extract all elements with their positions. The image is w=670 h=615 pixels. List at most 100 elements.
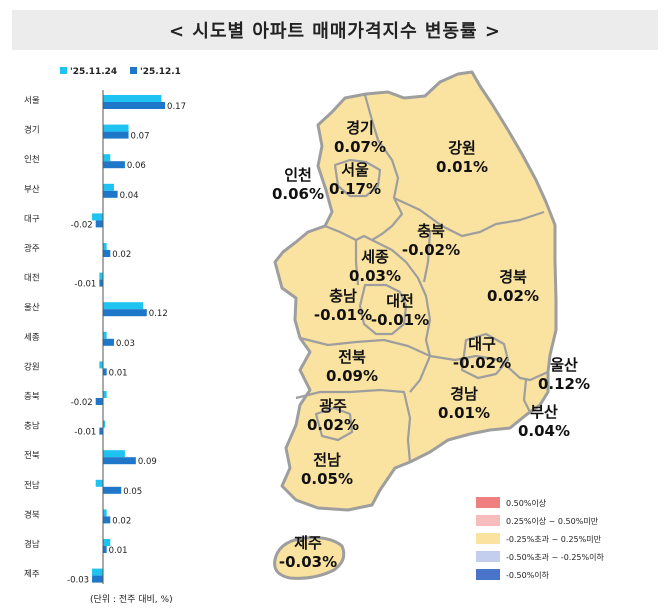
bar-curr bbox=[103, 338, 114, 346]
category-label: 부산 bbox=[24, 184, 40, 195]
bar-prev bbox=[103, 539, 111, 546]
bar-prev bbox=[103, 450, 125, 458]
map-region-name: 대전 bbox=[386, 292, 414, 310]
bar-prev bbox=[103, 154, 111, 162]
category-label: 울산 bbox=[24, 302, 40, 313]
bar-curr bbox=[103, 161, 125, 169]
bar-curr bbox=[92, 575, 103, 583]
bar-prev bbox=[103, 509, 107, 517]
category-label: 대전 bbox=[24, 273, 40, 284]
value-label: 0.02 bbox=[112, 516, 131, 526]
map-region-value: 0.01% bbox=[436, 158, 488, 176]
map-legend-label: -0.50%이하 bbox=[506, 570, 550, 580]
bar-prev bbox=[103, 391, 107, 398]
map-region-value: -0.01% bbox=[371, 311, 429, 329]
value-label: -0.03 bbox=[67, 576, 89, 586]
category-label: 경기 bbox=[24, 125, 40, 136]
category-label: 충북 bbox=[24, 392, 40, 402]
bar-curr bbox=[103, 486, 122, 494]
value-label: 0.05 bbox=[123, 487, 142, 497]
value-label: 0.01 bbox=[109, 368, 128, 378]
category-label: 광주 bbox=[24, 243, 40, 254]
value-label: -0.01 bbox=[74, 428, 96, 438]
legend-swatch-1 bbox=[60, 67, 67, 74]
bar-prev bbox=[103, 331, 107, 339]
value-label: -0.02 bbox=[71, 220, 93, 230]
bar-curr bbox=[103, 190, 118, 198]
bar-curr bbox=[103, 546, 107, 553]
value-label: 0.07 bbox=[131, 132, 150, 142]
map-region-name: 서울 bbox=[341, 161, 369, 179]
map-region-value: -0.01% bbox=[314, 306, 372, 324]
value-label: 0.03 bbox=[116, 339, 135, 349]
bar-prev bbox=[92, 568, 103, 576]
map-legend-label: 0.50%이상 bbox=[506, 498, 547, 508]
map-region-value: 0.07% bbox=[334, 138, 386, 156]
legend-swatch-2 bbox=[130, 67, 137, 74]
value-label: 0.09 bbox=[138, 457, 157, 467]
map-legend: 0.50%이상 0.25%이상 ~ 0.50%미만 -0.25%초과 ~ 0.25%… bbox=[476, 497, 604, 580]
map-region-value: 0.03% bbox=[349, 267, 401, 285]
map-region-name: 인천 bbox=[284, 166, 312, 184]
category-label: 경북 bbox=[24, 509, 40, 520]
bar-curr bbox=[103, 102, 166, 109]
unit-note: (단위 : 전주 대비, %) bbox=[90, 594, 173, 605]
bar-prev bbox=[103, 420, 105, 428]
map-region-name: 전북 bbox=[338, 348, 366, 366]
bar-curr bbox=[95, 220, 103, 228]
bar-prev bbox=[103, 183, 114, 191]
category-label: 전북 bbox=[24, 450, 40, 461]
category-label: 전남 bbox=[24, 480, 40, 491]
bar-prev bbox=[103, 95, 162, 102]
bar-curr bbox=[103, 309, 147, 317]
map-region-value: -0.02% bbox=[453, 354, 511, 372]
map-legend-label: -0.50%초과 ~ -0.25%이하 bbox=[506, 552, 604, 562]
map-region-name: 부산 bbox=[530, 403, 558, 421]
category-label: 세종 bbox=[24, 333, 40, 343]
value-label: 0.01 bbox=[109, 546, 128, 556]
bar-rows: 서울 0.17 경기 0.07 인천 0.06 부산 0.04 대구 -0.02 광주 0.02 대전 -… bbox=[24, 95, 186, 586]
category-label: 서울 bbox=[24, 96, 40, 106]
value-label: -0.02 bbox=[71, 398, 93, 408]
map-legend-swatch bbox=[476, 569, 500, 580]
map-region-value: 0.02% bbox=[307, 416, 359, 434]
page-title: < 시도별 아파트 매매가격지수 변동률 > bbox=[169, 21, 501, 42]
map-region-name: 충북 bbox=[417, 222, 445, 240]
category-label: 강원 bbox=[24, 361, 40, 372]
map-region-name: 광주 bbox=[319, 397, 347, 415]
title-bar: < 시도별 아파트 매매가격지수 변동률 > bbox=[12, 10, 658, 50]
value-label: 0.06 bbox=[127, 161, 146, 171]
map-region-value: 0.09% bbox=[326, 367, 378, 385]
bar-prev bbox=[99, 272, 103, 280]
bar-prev bbox=[103, 302, 144, 310]
value-label: 0.12 bbox=[149, 309, 168, 319]
map-region-value: 0.17% bbox=[329, 180, 381, 198]
map-legend-swatch bbox=[476, 533, 500, 544]
map-region-value: 0.04% bbox=[518, 422, 570, 440]
region-borders bbox=[295, 94, 549, 463]
map-region-name: 경북 bbox=[499, 268, 527, 286]
map-region-name: 울산 bbox=[550, 356, 578, 374]
category-label: 경남 bbox=[24, 539, 40, 550]
jeju-shape bbox=[273, 536, 346, 580]
bar-curr bbox=[103, 368, 107, 376]
bar-curr bbox=[95, 398, 103, 405]
map-region-value: 0.06% bbox=[272, 185, 324, 203]
map-region-name: 강원 bbox=[448, 139, 476, 157]
map-region-value: 0.12% bbox=[538, 375, 590, 393]
category-label: 인천 bbox=[24, 154, 40, 165]
bar-curr bbox=[99, 427, 103, 435]
map-legend-label: 0.25%이상 ~ 0.50%미만 bbox=[506, 516, 599, 526]
bar-prev bbox=[103, 124, 129, 132]
map-legend-label: -0.25%초과 ~ 0.25%미만 bbox=[506, 535, 602, 544]
bar-curr bbox=[103, 457, 136, 465]
map-region-name: 전남 bbox=[313, 451, 341, 469]
value-label: 0.04 bbox=[120, 191, 139, 201]
value-label: -0.01 bbox=[74, 280, 96, 290]
map-region-value: 0.05% bbox=[301, 470, 353, 488]
category-label: 충남 bbox=[24, 422, 40, 432]
map-region-name: 세종 bbox=[361, 248, 389, 266]
map-region-value: 0.02% bbox=[487, 287, 539, 305]
